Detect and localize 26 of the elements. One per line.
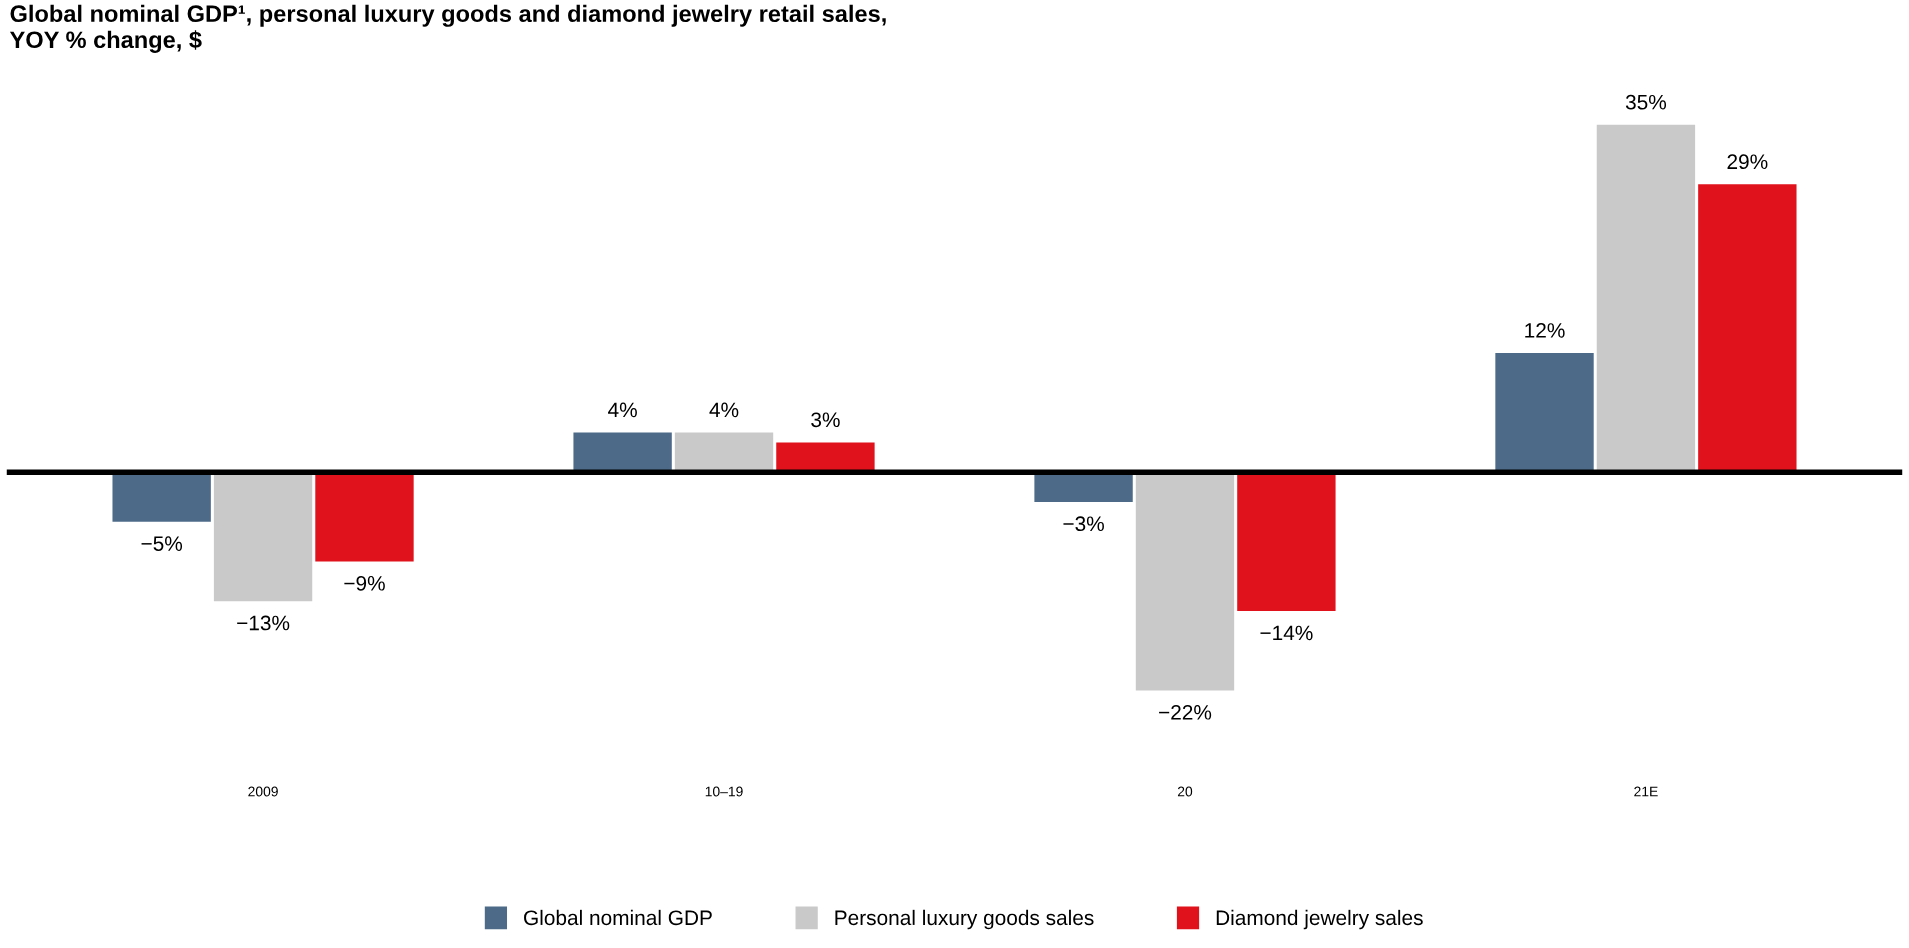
bar xyxy=(315,472,414,562)
bar xyxy=(1237,472,1336,612)
x-tick-label: 2009 xyxy=(248,786,278,797)
data-label: 3% xyxy=(811,412,840,428)
bar xyxy=(1034,472,1133,502)
data-label: 35% xyxy=(1625,94,1667,110)
x-tick-label: 21E xyxy=(1634,786,1658,797)
data-label: 12% xyxy=(1525,323,1565,338)
bar xyxy=(213,472,313,602)
data-label: −9% xyxy=(344,575,385,591)
x-tick-label: 10–19 xyxy=(705,786,743,797)
bar xyxy=(112,472,211,522)
chart-title: Global nominal GDP¹, personal luxury goods and diamond jewelry retail sales, YOY % change, $ xyxy=(9,4,886,53)
legend-label: Diamond jewelry sales xyxy=(1216,909,1423,930)
bar xyxy=(1135,472,1235,691)
legend-label: Global nominal GDP xyxy=(524,909,712,926)
data-label: −13% xyxy=(237,615,290,631)
data-label: −14% xyxy=(1260,625,1313,641)
data-label: −3% xyxy=(1063,516,1104,532)
x-tick-label: 20 xyxy=(1177,786,1193,797)
legend-label: Personal luxury goods sales xyxy=(835,909,1094,930)
data-label: −5% xyxy=(141,536,183,551)
data-label: 4% xyxy=(709,402,739,418)
data-label: −22% xyxy=(1159,704,1212,720)
data-label: 29% xyxy=(1727,154,1768,170)
data-label: 4% xyxy=(608,402,637,418)
